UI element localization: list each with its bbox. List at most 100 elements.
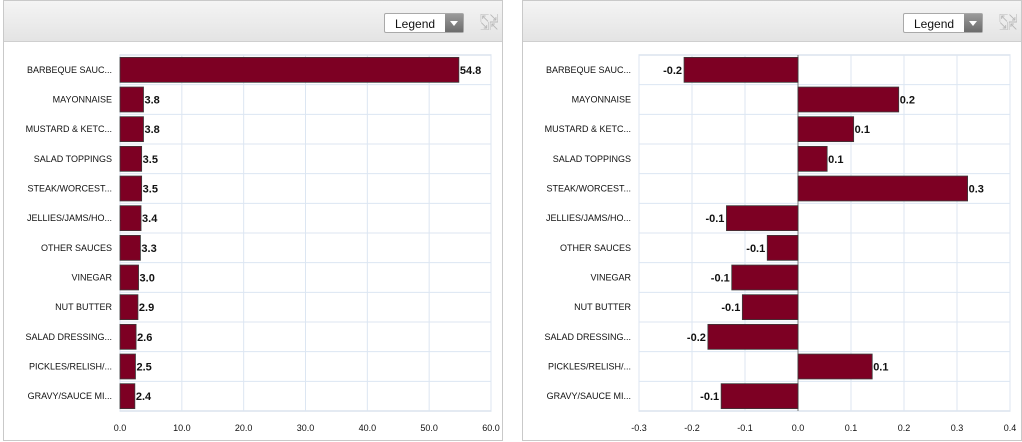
bar: [797, 86, 900, 113]
bar: [119, 383, 136, 410]
category-label: STEAK/WORCEST...: [546, 184, 631, 194]
x-tick-label: -0.3: [631, 423, 647, 433]
bar: [119, 205, 142, 232]
value-label: 0.1: [855, 124, 870, 136]
category-label: NUT BUTTER: [574, 302, 631, 312]
category-label: OTHER SAUCES: [560, 243, 631, 253]
category-label: PICKLES/RELISH/...: [29, 362, 112, 372]
bar: [766, 234, 799, 261]
category-label: OTHER SAUCES: [41, 243, 112, 253]
value-label: -0.1: [700, 391, 719, 403]
x-tick-label: 0.0: [114, 423, 127, 433]
chart-panel-right: Legend ⇱⇲ ⇲⇱ BARBEQUE SAUC... -0.2 MAYONNAI…: [522, 0, 1022, 441]
bar: [726, 205, 799, 232]
category-label: NUT BUTTER: [55, 302, 112, 312]
category-label: MUSTARD & KETC...: [545, 124, 631, 134]
bar: [119, 294, 139, 321]
value-label: 2.6: [137, 332, 152, 344]
x-tick-label: 0.1: [845, 423, 858, 433]
category-label: BARBEQUE SAUC...: [27, 65, 112, 75]
value-label: 3.5: [143, 154, 158, 166]
value-label: 0.1: [828, 154, 843, 166]
x-tick-label: 0.3: [951, 423, 964, 433]
bar: [797, 116, 855, 143]
category-label: VINEGAR: [590, 273, 631, 283]
category-label: SALAD TOPPINGS: [34, 154, 112, 164]
value-label: 0.1: [873, 362, 888, 374]
bar: [741, 294, 799, 321]
bar: [119, 323, 137, 350]
bar: [797, 145, 828, 172]
bar: [731, 264, 799, 291]
category-label: BARBEQUE SAUC...: [546, 65, 631, 75]
legend-dropdown[interactable]: Legend: [903, 13, 983, 33]
value-label: 3.3: [141, 243, 156, 255]
bar: [119, 116, 144, 143]
value-label: -0.1: [705, 213, 724, 225]
expand-icon[interactable]: ⇱⇲ ⇲⇱: [999, 13, 1018, 33]
value-label: 2.4: [136, 391, 152, 403]
panel-header: Legend ⇱⇲ ⇲⇱: [523, 1, 1021, 42]
bar: [683, 56, 799, 83]
x-tick-label: 0.2: [898, 423, 911, 433]
x-tick-label: 0.4: [1004, 423, 1017, 433]
x-tick-label: 50.0: [420, 423, 438, 433]
x-tick-label: 20.0: [235, 423, 253, 433]
x-tick-label: 40.0: [359, 423, 377, 433]
expand-icon[interactable]: ⇱⇲ ⇲⇱: [480, 13, 499, 33]
category-label: JELLIES/JAMS/HO...: [546, 213, 631, 223]
x-tick-label: -0.1: [737, 423, 753, 433]
category-label: GRAVY/SAUCE MI...: [28, 391, 112, 401]
value-label: 54.8: [460, 65, 481, 77]
chevron-down-icon[interactable]: [964, 14, 982, 32]
value-label: 2.5: [136, 362, 151, 374]
legend-dropdown[interactable]: Legend: [384, 13, 464, 33]
x-tick-label: 10.0: [173, 423, 191, 433]
value-label: 0.2: [900, 95, 915, 107]
category-label: MAYONNAISE: [572, 95, 631, 105]
value-label: -0.1: [746, 243, 765, 255]
chart-panel-left: Legend ⇱⇲ ⇲⇱ BARBEQUE SAUC... 54.8 MAYONNAI…: [3, 0, 503, 441]
value-label: 3.8: [144, 124, 159, 136]
x-tick-label: 60.0: [482, 423, 500, 433]
bar-chart-left: BARBEQUE SAUC... 54.8 MAYONNAISE 3.8 MUSTARD…: [25, 54, 500, 433]
value-label: 3.5: [143, 184, 158, 196]
value-label: 3.0: [140, 273, 155, 285]
category-label: VINEGAR: [71, 273, 112, 283]
x-tick-label: 30.0: [297, 423, 315, 433]
bar: [707, 323, 799, 350]
value-label: 0.3: [969, 184, 984, 196]
x-tick-label: 0.0: [792, 423, 805, 433]
bar: [119, 234, 141, 261]
value-label: -0.1: [711, 273, 730, 285]
bar: [119, 264, 139, 291]
value-label: 3.8: [144, 95, 159, 107]
bar: [119, 175, 143, 202]
category-label: JELLIES/JAMS/HO...: [27, 213, 112, 223]
bar: [119, 56, 460, 83]
category-label: SALAD DRESSING...: [25, 332, 112, 342]
value-label: 3.4: [142, 213, 158, 225]
category-label: SALAD DRESSING...: [544, 332, 631, 342]
bar: [797, 175, 969, 202]
value-label: 2.9: [139, 302, 154, 314]
category-label: SALAD TOPPINGS: [553, 154, 631, 164]
bar: [119, 353, 136, 380]
panel-header: Legend ⇱⇲ ⇲⇱: [4, 1, 502, 42]
bar: [119, 145, 143, 172]
category-label: GRAVY/SAUCE MI...: [547, 391, 631, 401]
bar: [720, 383, 799, 410]
legend-dropdown-label: Legend: [395, 17, 436, 31]
bar-chart-right: BARBEQUE SAUC... -0.2 MAYONNAISE 0.2 MUSTARD…: [544, 54, 1017, 433]
bar: [797, 353, 873, 380]
category-label: MUSTARD & KETC...: [26, 124, 112, 134]
category-label: STEAK/WORCEST...: [27, 184, 112, 194]
legend-dropdown-label: Legend: [914, 17, 955, 31]
category-label: PICKLES/RELISH/...: [548, 362, 631, 372]
category-label: MAYONNAISE: [53, 95, 112, 105]
value-label: -0.2: [687, 332, 706, 344]
x-tick-label: -0.2: [684, 423, 700, 433]
chevron-down-icon[interactable]: [445, 14, 463, 32]
value-label: -0.1: [721, 302, 740, 314]
value-label: -0.2: [663, 65, 682, 77]
